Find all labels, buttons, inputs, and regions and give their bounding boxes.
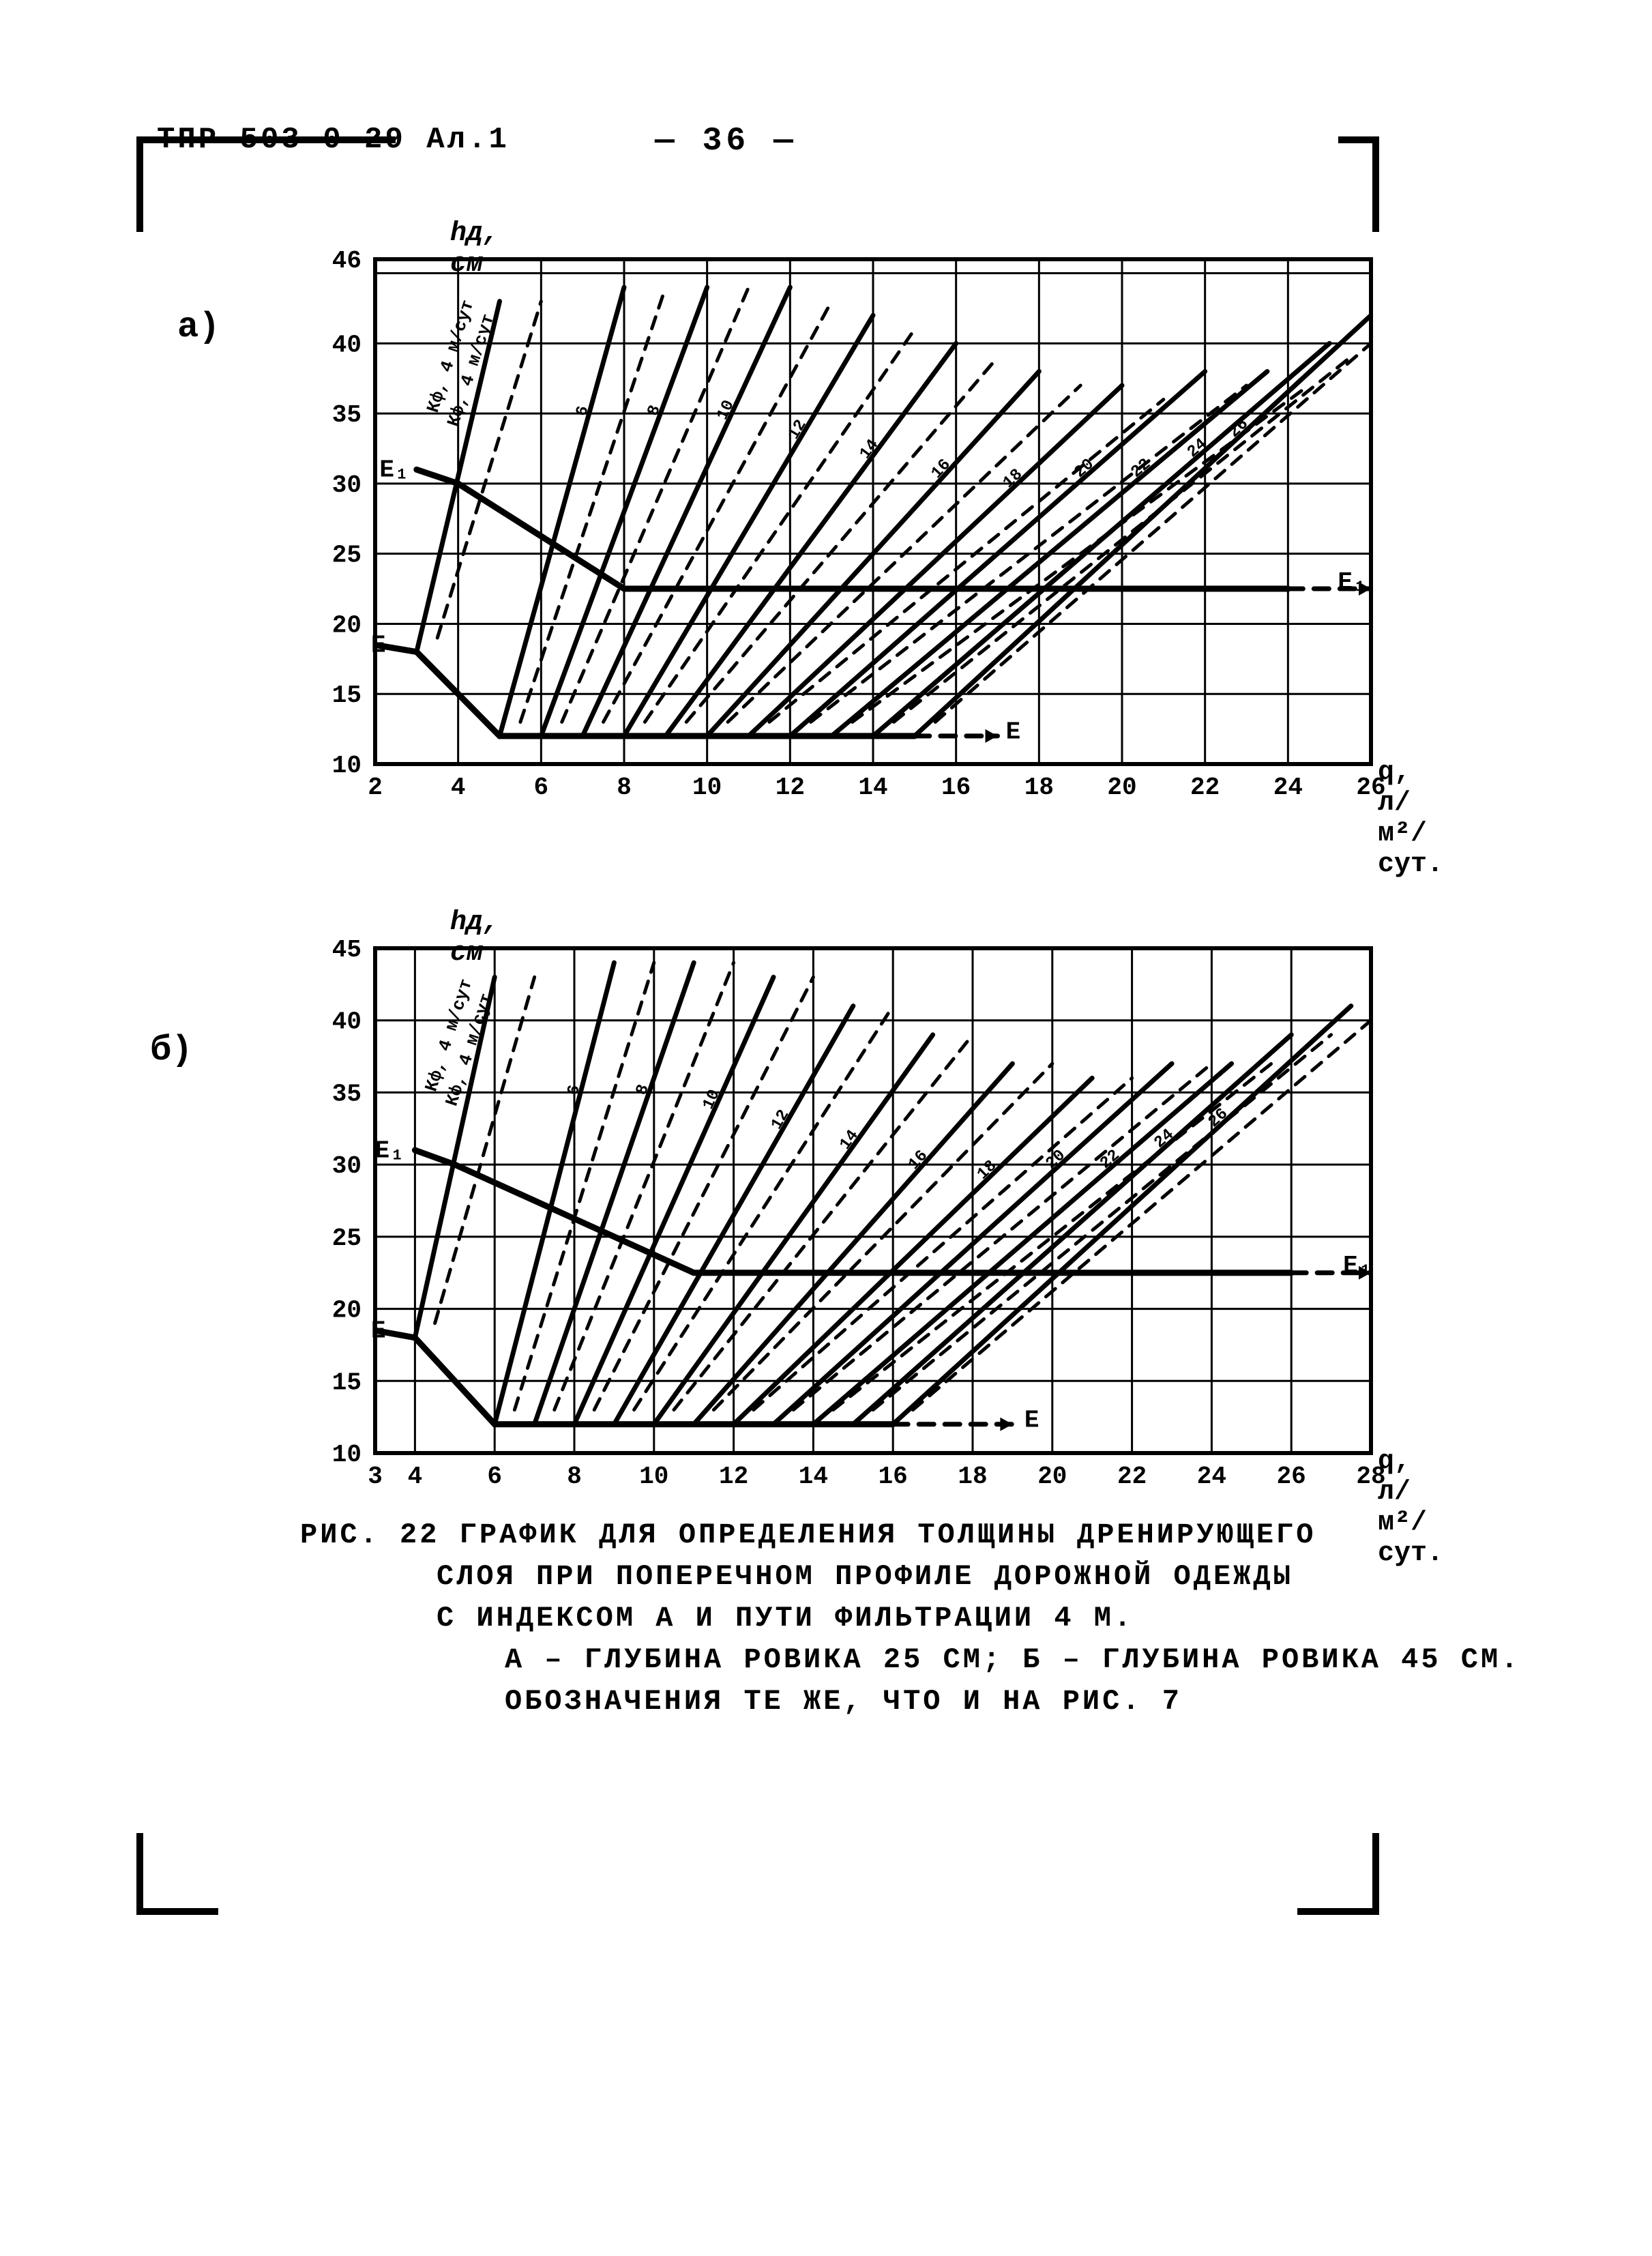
svg-text:20: 20 [1037, 1463, 1067, 1491]
svg-text:14: 14 [799, 1463, 828, 1491]
svg-text:20: 20 [332, 1297, 362, 1325]
svg-text:18: 18 [1024, 774, 1054, 802]
svg-text:18: 18 [958, 1463, 987, 1491]
svg-text:22: 22 [1097, 1146, 1123, 1173]
svg-text:22: 22 [1190, 774, 1220, 802]
svg-text:46: 46 [332, 247, 362, 275]
svg-text:40: 40 [332, 1008, 362, 1036]
svg-text:14: 14 [836, 1127, 863, 1154]
svg-text:10: 10 [332, 1441, 362, 1469]
svg-text:Е: Е [1006, 718, 1021, 746]
caption-l2: слоя при поперечном профиле дорожной оде… [300, 1556, 1391, 1598]
svg-text:12: 12 [776, 774, 805, 802]
caption-l5: Обозначения те же, что и на рис. 7 [300, 1681, 1391, 1723]
svg-text:26: 26 [1225, 415, 1252, 441]
crop-mark [1372, 1833, 1379, 1915]
svg-text:8: 8 [567, 1463, 582, 1491]
svg-text:26: 26 [1277, 1463, 1306, 1491]
svg-text:12: 12 [719, 1463, 748, 1491]
svg-text:26: 26 [1356, 774, 1385, 802]
svg-text:20: 20 [1071, 455, 1097, 482]
svg-text:Е: Е [371, 631, 386, 659]
figure-caption: Рис. 22 График для определения толщины д… [300, 1514, 1391, 1722]
crop-mark [136, 136, 143, 232]
svg-text:8: 8 [617, 774, 632, 802]
svg-text:10: 10 [639, 1463, 668, 1491]
svg-text:10: 10 [692, 774, 722, 802]
svg-text:30: 30 [332, 471, 362, 499]
svg-text:20: 20 [1042, 1146, 1069, 1173]
svg-text:14: 14 [856, 436, 883, 463]
caption-l4: а – глубина ровика 25 см; б – глубина ро… [300, 1639, 1391, 1681]
crop-mark [136, 1908, 218, 1915]
svg-text:35: 35 [332, 1080, 362, 1108]
svg-text:25: 25 [332, 542, 362, 570]
svg-text:Е₁: Е₁ [375, 1137, 404, 1165]
svg-text:3: 3 [368, 1463, 383, 1491]
svg-text:35: 35 [332, 401, 362, 429]
page-number: — 36 — [655, 123, 797, 160]
svg-text:6: 6 [487, 1463, 502, 1491]
svg-text:18: 18 [999, 465, 1026, 492]
svg-text:22: 22 [1117, 1463, 1147, 1491]
svg-text:Е₁: Е₁ [1343, 1252, 1372, 1280]
chart-a-svg: Е₁ЕЕ₁ЕКф, 4 м/сутКф, 4 м/сут681012141618… [205, 218, 1501, 832]
svg-text:18: 18 [974, 1157, 1001, 1184]
chart-b-svg: Е₁ЕЕ₁ЕКф, 4 м/сутКф, 4 м/сут681012141618… [205, 907, 1501, 1521]
svg-text:40: 40 [332, 331, 362, 359]
svg-text:45: 45 [332, 936, 362, 964]
svg-text:28: 28 [1356, 1463, 1385, 1491]
subplot-label-b: б) [150, 1030, 192, 1070]
svg-text:4: 4 [451, 774, 466, 802]
svg-text:20: 20 [332, 611, 362, 639]
svg-text:16: 16 [941, 774, 971, 802]
svg-text:Е: Е [1024, 1406, 1039, 1434]
svg-text:15: 15 [332, 682, 362, 709]
svg-text:20: 20 [1107, 774, 1136, 802]
svg-text:30: 30 [332, 1152, 362, 1180]
svg-text:25: 25 [332, 1225, 362, 1252]
svg-text:2: 2 [368, 774, 383, 802]
svg-text:24: 24 [1197, 1463, 1226, 1491]
caption-l3: с индексом А и пути фильтрации 4 м. [300, 1598, 1391, 1639]
crop-mark [1372, 136, 1379, 232]
svg-text:4: 4 [408, 1463, 423, 1491]
crop-mark [1297, 1908, 1379, 1915]
caption-figno: Рис. 22 [300, 1519, 439, 1551]
svg-text:16: 16 [905, 1147, 932, 1173]
svg-text:12: 12 [768, 1107, 794, 1132]
svg-text:12: 12 [785, 417, 811, 443]
svg-text:16: 16 [928, 456, 954, 482]
caption-l1: График для определения толщины дренирующ… [460, 1519, 1316, 1551]
svg-text:Е₁: Е₁ [379, 456, 409, 484]
svg-text:24: 24 [1273, 774, 1303, 802]
svg-text:22: 22 [1127, 455, 1154, 482]
svg-text:16: 16 [879, 1463, 908, 1491]
doc-code: ТПР 503-0-29 Ал.1 [157, 123, 510, 157]
svg-text:14: 14 [858, 774, 887, 802]
svg-text:Е₁: Е₁ [1338, 568, 1367, 596]
svg-text:10: 10 [332, 752, 362, 780]
svg-text:Е: Е [371, 1317, 386, 1345]
page-scan: ТПР 503-0-29 Ал.1 — 36 — а) hд, см q, л/… [136, 136, 1516, 2120]
crop-mark [136, 1833, 143, 1915]
svg-text:15: 15 [332, 1368, 362, 1396]
svg-text:6: 6 [534, 774, 549, 802]
